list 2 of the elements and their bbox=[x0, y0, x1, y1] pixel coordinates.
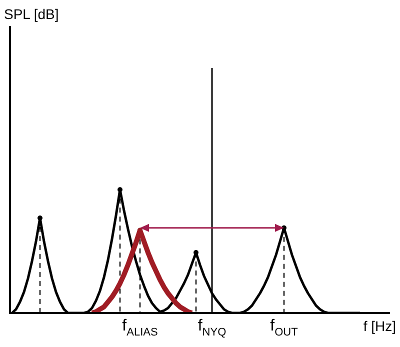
x-axis-title: f [Hz] bbox=[363, 318, 396, 334]
text: SPL [dB] bbox=[4, 6, 59, 22]
